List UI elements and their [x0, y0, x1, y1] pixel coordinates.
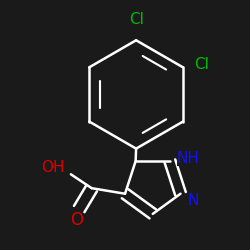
Text: O: O — [70, 211, 83, 229]
Text: NH: NH — [176, 151, 200, 166]
Text: Cl: Cl — [129, 12, 144, 27]
Text: Cl: Cl — [194, 57, 208, 72]
Text: N: N — [187, 193, 199, 208]
Text: OH: OH — [41, 160, 64, 175]
